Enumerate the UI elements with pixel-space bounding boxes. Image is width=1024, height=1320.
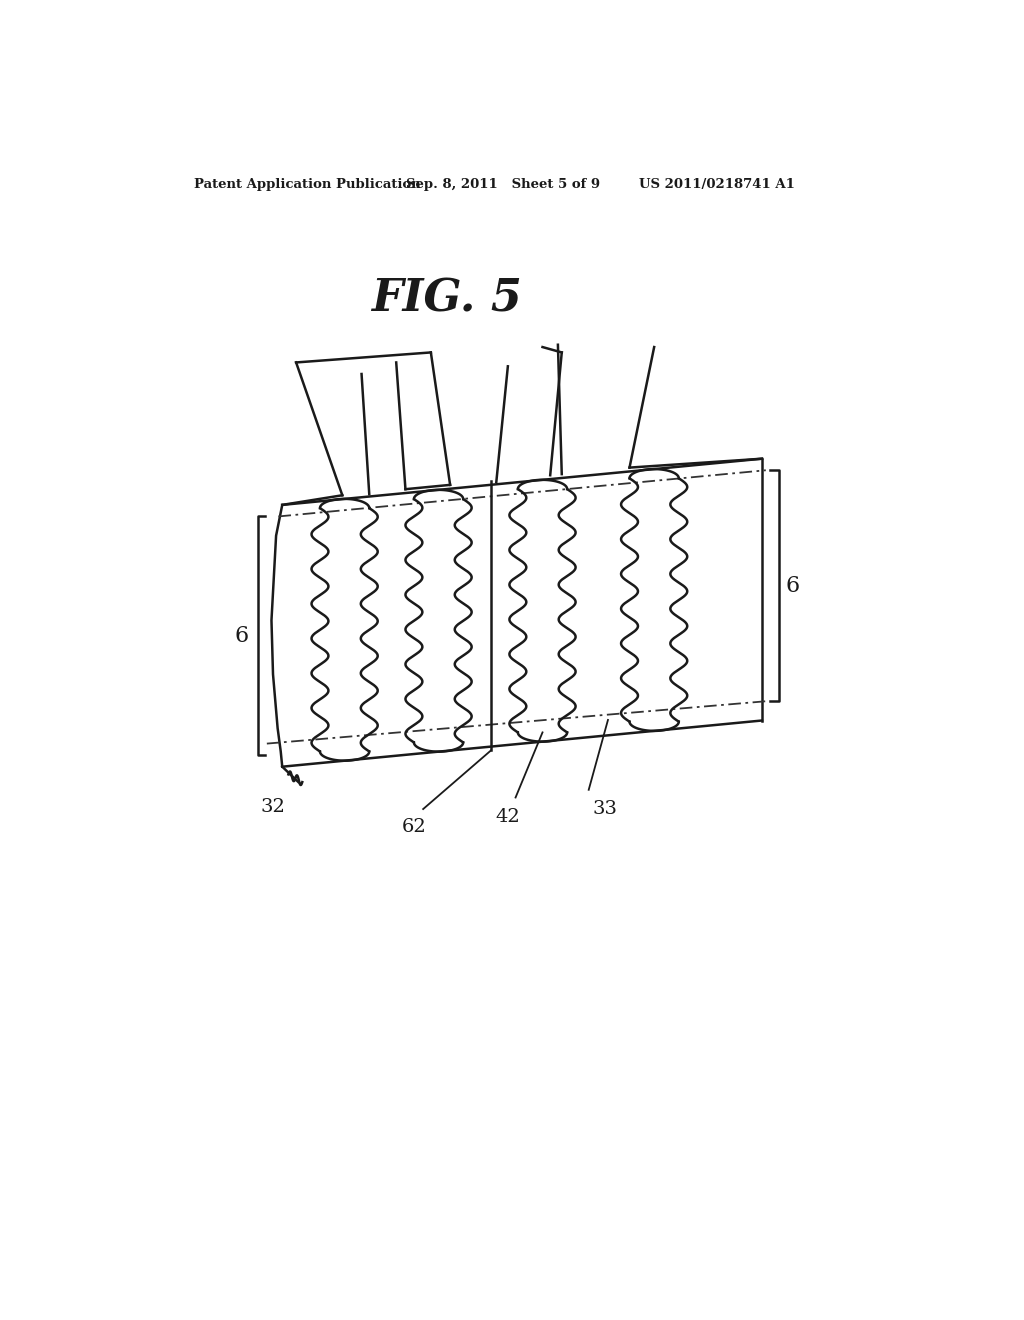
Text: 42: 42 — [496, 808, 520, 825]
Text: US 2011/0218741 A1: US 2011/0218741 A1 — [639, 178, 795, 191]
Text: 6: 6 — [785, 574, 799, 597]
Text: FIG. 5: FIG. 5 — [371, 277, 521, 319]
Text: 32: 32 — [260, 797, 286, 816]
Text: 62: 62 — [401, 818, 426, 837]
Text: 33: 33 — [593, 800, 617, 818]
Text: 6: 6 — [234, 624, 249, 647]
Text: Patent Application Publication: Patent Application Publication — [194, 178, 421, 191]
Text: Sep. 8, 2011   Sheet 5 of 9: Sep. 8, 2011 Sheet 5 of 9 — [407, 178, 600, 191]
